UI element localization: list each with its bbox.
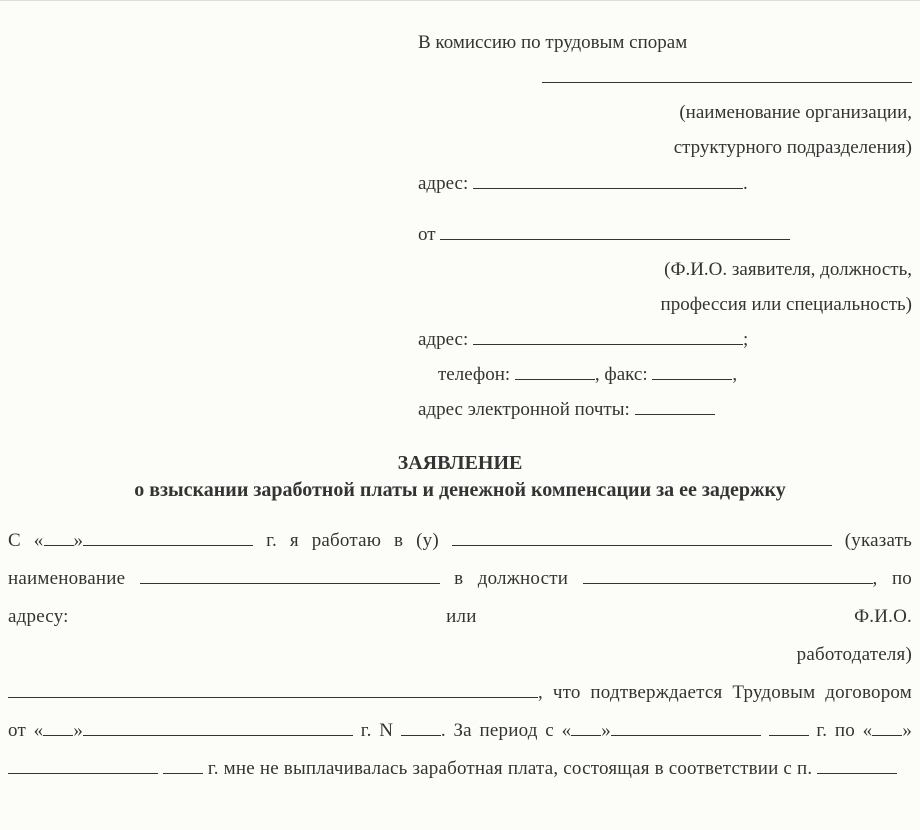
blank-period-to-day: [872, 717, 902, 736]
body-text: »: [73, 720, 83, 741]
blank-employer: [452, 527, 832, 546]
body-text: г. N: [353, 720, 401, 741]
body-text: работодателя): [8, 636, 912, 674]
blank-clause: [817, 755, 897, 774]
fax-field: [652, 361, 732, 380]
body-text: г. мне не выплачивалась заработная плата…: [203, 758, 817, 779]
address2-label: адрес:: [418, 329, 468, 350]
blank-address3: [8, 679, 538, 698]
phone-label: телефон:: [438, 364, 510, 385]
header-block: В комиссию по трудовым спорам (наименова…: [418, 25, 912, 428]
address2-field: [473, 326, 743, 345]
blank-month: [83, 527, 253, 546]
header-org-underline: [418, 60, 912, 95]
body-text: »: [74, 530, 84, 551]
blank-period-to-month: [8, 755, 158, 774]
body-text: г. по «: [809, 720, 873, 741]
blank-contract-num: [401, 717, 441, 736]
header-applicant-caption-1: (Ф.И.О. заявителя, должность,: [418, 252, 912, 287]
document-page: В комиссию по трудовым спорам (наименова…: [0, 0, 920, 796]
blank-contract-day: [43, 717, 73, 736]
header-to-commission: В комиссию по трудовым спорам: [418, 25, 912, 60]
title-line-1: ЗАЯВЛЕНИЕ: [8, 452, 912, 475]
blank-contract-month: [83, 717, 353, 736]
title-block: ЗАЯВЛЕНИЕ о взыскании заработной платы и…: [8, 452, 912, 502]
header-org-caption-2: структурного подразделения): [418, 130, 912, 165]
email-field: [635, 396, 715, 415]
header-phone-fax: телефон: , факс: ,: [418, 357, 912, 392]
body-text: С «: [8, 530, 44, 551]
body-text: г. я работаю в (у): [253, 530, 452, 551]
blank-continued: [140, 565, 440, 584]
header-applicant-caption-2: профессия или специальность): [418, 287, 912, 322]
blank-position: [583, 565, 873, 584]
from-label: от: [418, 224, 436, 245]
header-email: адрес электронной почты:: [418, 392, 912, 427]
fax-label: , факс:: [595, 364, 648, 385]
header-address-2: адрес: ;: [418, 322, 912, 357]
body-text: . За период с «: [441, 720, 571, 741]
phone-field: [515, 361, 595, 380]
blank-period-from-year: [769, 717, 809, 736]
body-text: »: [601, 720, 611, 741]
address-label: адрес:: [418, 173, 468, 194]
address-field: [473, 170, 743, 189]
header-org-caption-1: (наименование организации,: [418, 95, 912, 130]
body-text: »: [902, 720, 912, 741]
from-field: [440, 221, 790, 240]
blank-period-from-day: [571, 717, 601, 736]
blank-period-to-year: [163, 755, 203, 774]
header-from: от: [418, 217, 912, 252]
blank-period-from-month: [611, 717, 761, 736]
body-block: С «» г. я работаю в (у) (указать наимено…: [8, 522, 912, 788]
email-label: адрес электронной почты:: [418, 399, 630, 420]
title-line-2: о взыскании заработной платы и денежной …: [8, 479, 912, 502]
blank-day: [44, 527, 74, 546]
header-address-1: адрес: .: [418, 166, 912, 201]
body-text: в должности: [440, 568, 583, 589]
